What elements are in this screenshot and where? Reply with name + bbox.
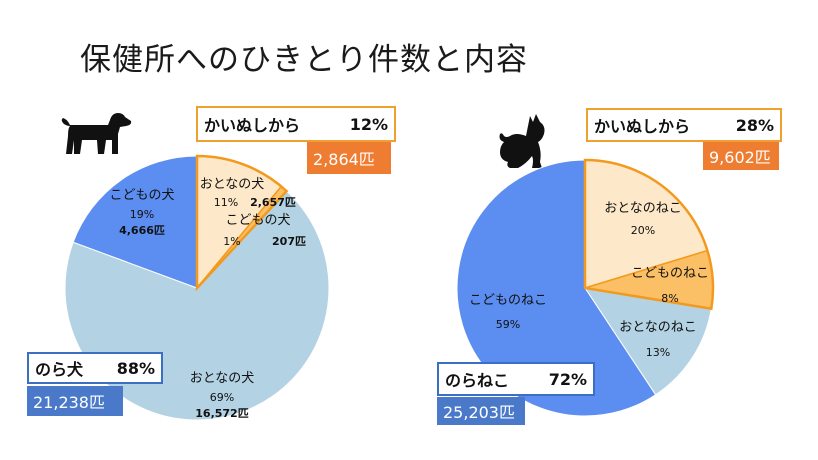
cat-owned-box-label: かいぬしから [594, 117, 691, 136]
dog-slice-child_owned-label-2: 207匹 [272, 235, 306, 248]
cat-pie-chart: おとなのねこ 20% こどものねこ 8% おとなのねこ 13% こどものねこ 59% [456, 158, 715, 417]
cat-stray-box-label: のらねこ [445, 371, 510, 390]
dog-slice-adult_owned-label-2: 2,657匹 [250, 196, 296, 209]
dog-slice-stray_child [72, 155, 198, 289]
dog-owned-box: かいぬしから 12% [196, 106, 396, 142]
dog-owned-outline [195, 154, 289, 292]
cat-slice-child_owned-label-1: 8% [661, 292, 678, 305]
dog-owned-box-label: かいぬしから [204, 116, 301, 135]
dog-silhouette-icon [61, 113, 132, 154]
dog-owned-box-pct: 12% [349, 114, 388, 134]
dog-slice-child_owned-label-1: 1% [223, 235, 240, 248]
dog-slice-stray_child-label-0: こどもの犬 [109, 188, 174, 203]
dog-slice-stray_adult-label-1: 69% [210, 391, 234, 404]
cat-slice-stray_child-label-1: 59% [496, 318, 520, 331]
cat-slice-stray_child [456, 159, 657, 417]
dog-stray-box-pct: 88% [116, 358, 155, 378]
cat-slice-stray_adult-label-1: 13% [646, 346, 670, 359]
dog-slice-adult_owned-label-1: 11% [214, 196, 238, 209]
dog-slice-stray_adult-label-0: おとなの犬 [190, 371, 255, 386]
cat-owned-box: かいぬしから 28% [586, 108, 782, 142]
cat-stray-box: のらねこ 72% [437, 362, 595, 396]
cat-owned-outline [583, 158, 715, 311]
dog-slice-stray_adult-label-2: 16,572匹 [195, 407, 248, 420]
dog-slice-stray_child-label-2: 4,666匹 [119, 224, 165, 237]
cat-slice-stray_adult [583, 287, 712, 396]
cat-slice-child_owned-label-0: こどものねこ [631, 266, 709, 281]
cat-owned-box-pct: 28% [735, 115, 774, 135]
dog-slice-stray_child-label-1: 19% [130, 208, 154, 221]
dog-owned-count: 2,864匹 [307, 142, 391, 174]
cat-owned-count: 9,602匹 [703, 142, 779, 170]
dog-stray-box-label: のら犬 [35, 360, 84, 379]
cat-slice-stray_child-label-0: こどものねこ [469, 293, 547, 308]
cat-slice-adult_owned-label-0: おとなのねこ [604, 201, 682, 216]
dog-stray-count: 21,238匹 [27, 386, 123, 416]
cat-slice-stray_adult-label-0: おとなのねこ [619, 320, 697, 335]
cat-slice-adult_owned-label-1: 20% [631, 224, 655, 237]
cat-silhouette-icon [499, 114, 545, 168]
dog-stray-box: のら犬 88% [27, 352, 163, 384]
dog-slice-adult_owned-label-0: おとなの犬 [200, 177, 265, 192]
dog-slice-child_owned-label-0: こどもの犬 [225, 213, 290, 228]
cat-stray-count: 25,203匹 [437, 397, 525, 425]
page-title: 保健所へのひきとり件数と内容 [80, 42, 528, 78]
cat-stray-box-pct: 72% [548, 369, 587, 389]
